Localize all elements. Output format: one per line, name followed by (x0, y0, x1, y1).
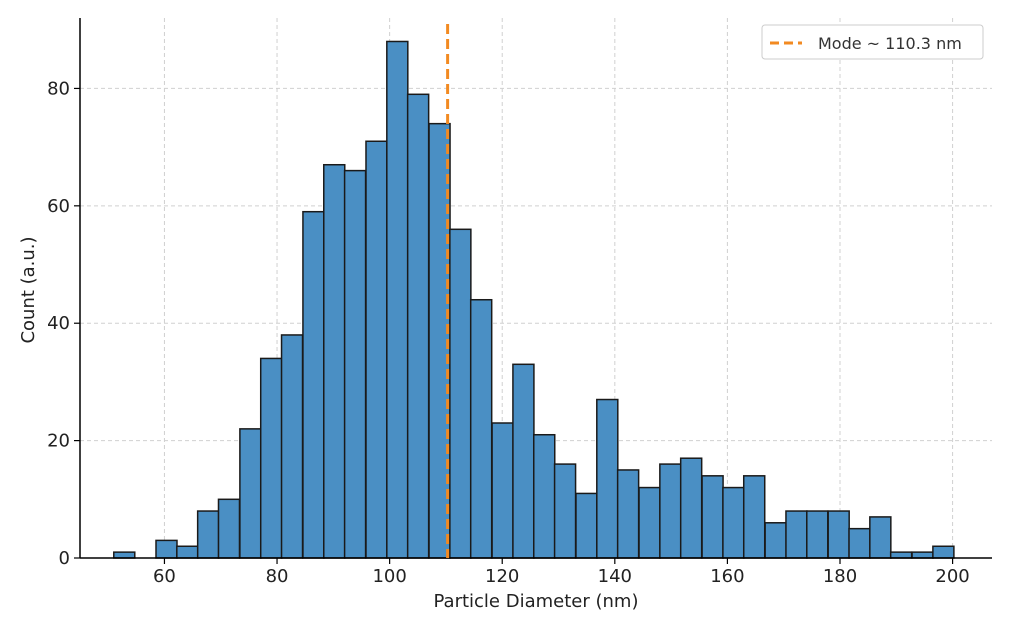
histogram-bar (449, 228, 472, 559)
histogram-bar (512, 363, 535, 559)
histogram-bar (616, 469, 640, 559)
legend-label-mode: Mode ~ 110.3 nm (818, 34, 962, 53)
histogram-bar (679, 457, 703, 559)
histogram-bar (280, 334, 304, 559)
histogram-bar (302, 210, 325, 559)
histogram-bar (742, 475, 766, 559)
histogram-bar (638, 486, 661, 559)
x-axis-label: Particle Diameter (nm) (434, 591, 639, 612)
histogram-bar (659, 463, 682, 559)
histogram-bar (532, 433, 556, 559)
histogram-bar (575, 492, 598, 559)
histogram-bar (217, 498, 241, 559)
x-tick-label: 200 (935, 566, 969, 587)
histogram-bar (911, 551, 934, 559)
histogram-bar (365, 140, 388, 559)
x-tick-label: 100 (372, 566, 406, 587)
histogram-bar (553, 463, 577, 559)
histogram-bar (701, 475, 724, 559)
histogram-bar (176, 545, 199, 559)
histogram-bar (596, 398, 619, 559)
y-tick-label: 60 (47, 196, 70, 217)
histogram-bar (764, 522, 787, 559)
histogram-bar (196, 510, 220, 559)
x-tick-label: 60 (153, 566, 176, 587)
x-tick-label: 140 (598, 566, 632, 587)
histogram-bar (722, 486, 745, 559)
histogram-bar (155, 539, 178, 559)
histogram-bar (259, 357, 283, 559)
histogram-bar (239, 428, 262, 559)
histogram-bar (848, 527, 871, 559)
histogram-bar (869, 516, 892, 559)
histogram-bar (406, 93, 430, 559)
histogram-bar (806, 510, 829, 559)
x-tick-label: 80 (266, 566, 289, 587)
legend: Mode ~ 110.3 nm (761, 24, 984, 60)
y-tick-label: 40 (47, 313, 70, 334)
legend-box (761, 24, 984, 60)
x-tick-label: 180 (823, 566, 857, 587)
histogram-bar (491, 422, 514, 559)
x-tick-label: 120 (485, 566, 519, 587)
histogram-bar (386, 40, 409, 559)
histogram-bar (343, 169, 367, 559)
histogram-bar (113, 551, 136, 559)
ticks-layer: 60 80 100 120 140 160 180 200 0 20 40 60 80 (47, 78, 970, 587)
y-tick-label: 20 (47, 431, 70, 452)
histogram-bar (932, 545, 955, 559)
histogram-bar (323, 163, 346, 559)
histogram-bar (827, 510, 850, 559)
y-tick-label: 0 (59, 548, 70, 569)
y-axis-label: Count (a.u.) (18, 236, 39, 343)
x-tick-label: 160 (710, 566, 744, 587)
y-tick-label: 80 (47, 78, 70, 99)
histogram-bar (785, 510, 808, 559)
histogram-bar (469, 298, 493, 559)
histogram-bar (889, 551, 913, 559)
bars-layer (113, 40, 955, 559)
